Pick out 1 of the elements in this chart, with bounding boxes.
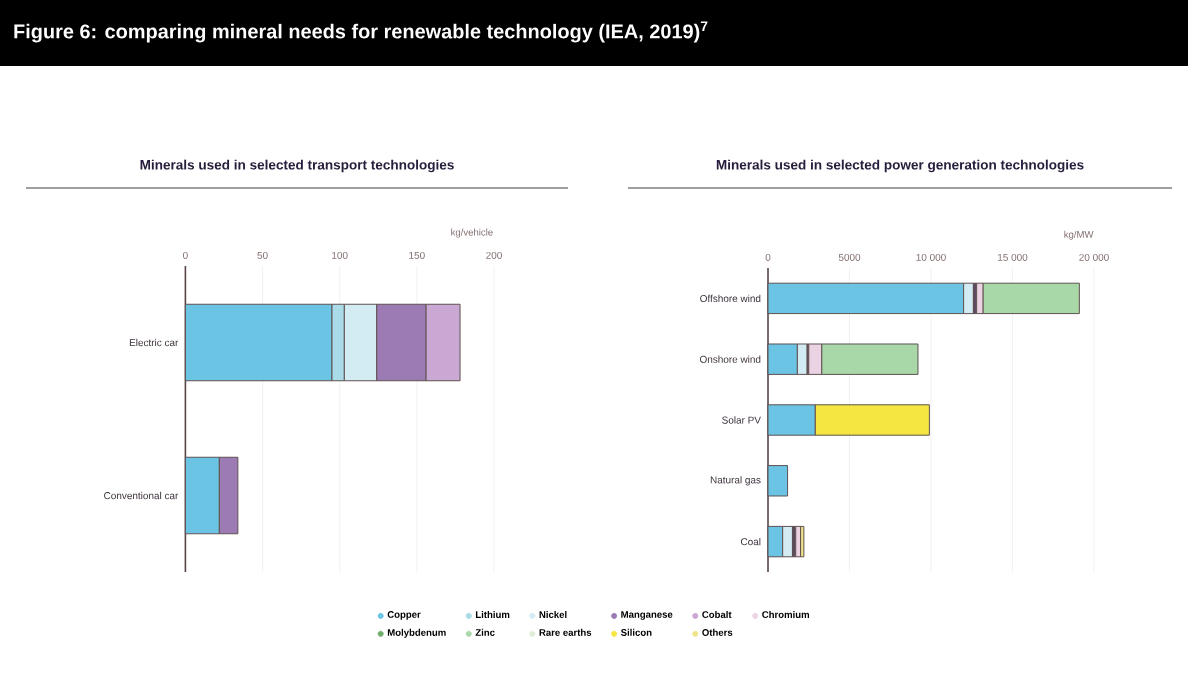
chart-title: Figure 6: comparing mineral needs for renewable technology (IEA, 2019)$^{7}$ [14, 21, 708, 43]
